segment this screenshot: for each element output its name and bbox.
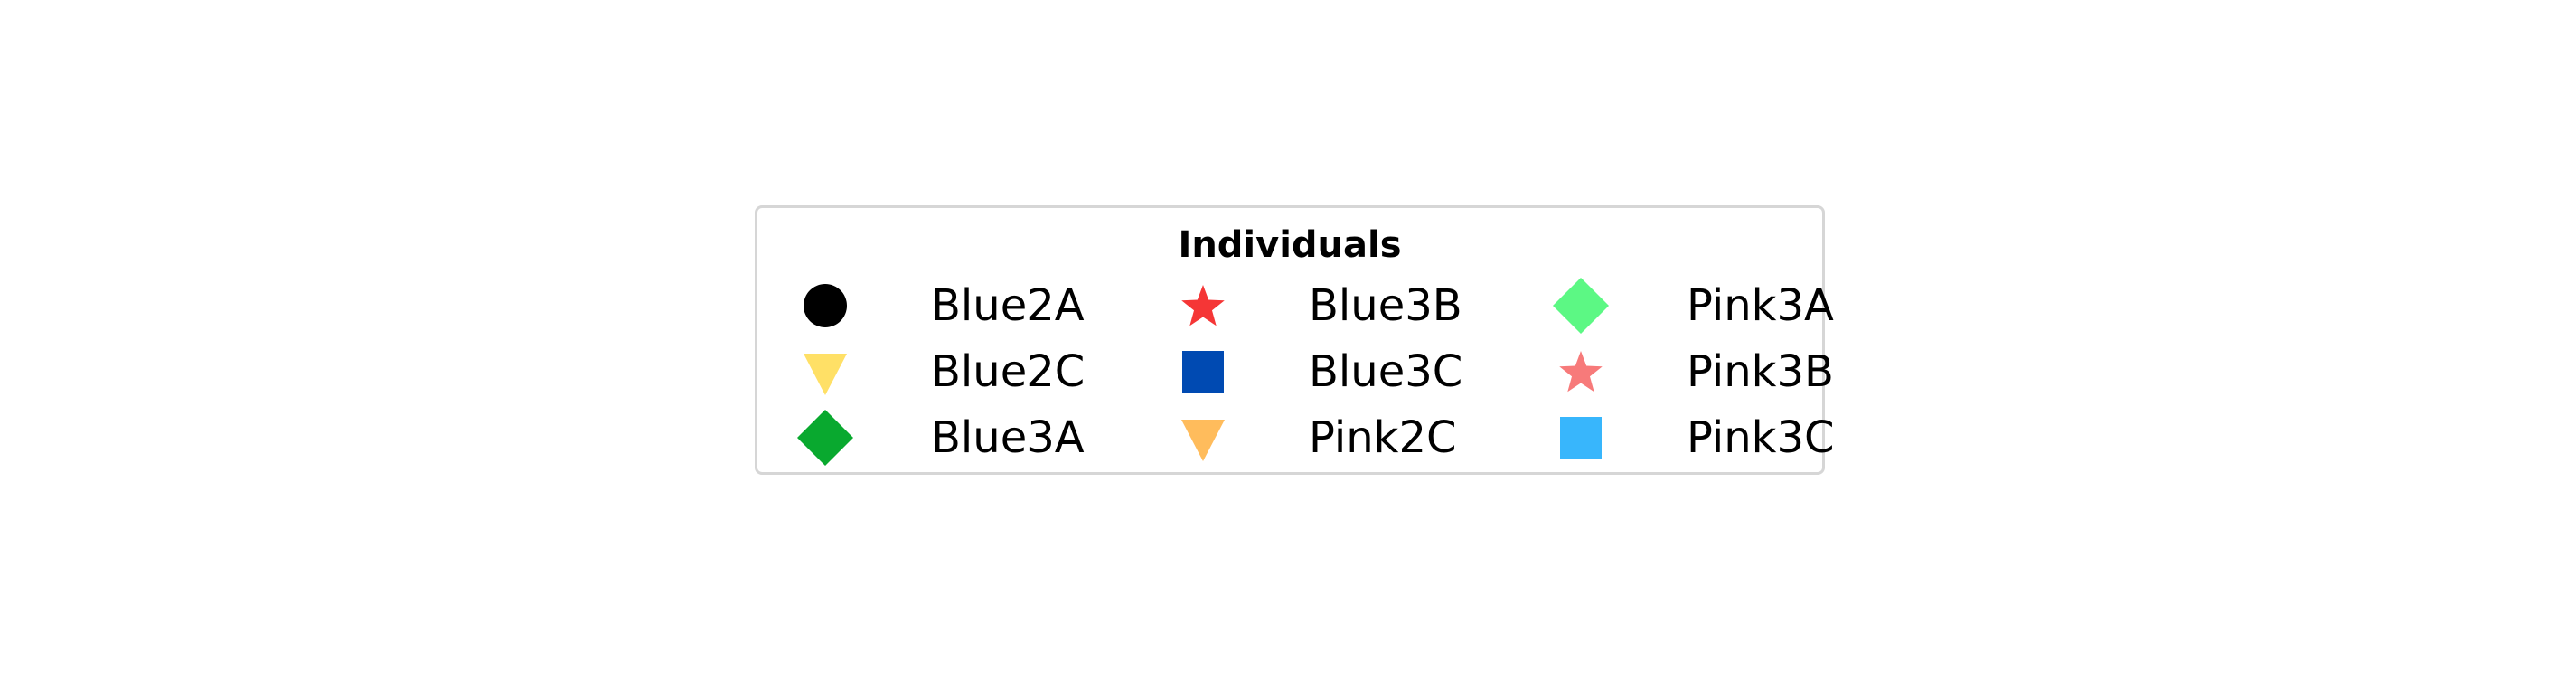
legend-entry-pink3b: Pink3B <box>1545 339 1924 405</box>
legend-marker-diamond-pink3a <box>1553 278 1609 334</box>
star-icon <box>1559 351 1603 393</box>
legend-marker-triangle-down-pink2c <box>1181 420 1225 461</box>
legend-label-pink2c: Pink2C <box>1309 412 1457 463</box>
legend-label-blue3b: Blue3B <box>1309 280 1462 331</box>
legend-label-pink3b: Pink3B <box>1687 346 1834 397</box>
legend-label-blue3c: Blue3C <box>1309 346 1463 397</box>
legend-marker-triangle-down-blue2c <box>804 354 847 395</box>
legend-entry-blue3c: Blue3C <box>1167 339 1547 405</box>
legend-entry-blue2c: Blue2C <box>789 339 1169 405</box>
legend-label-blue2a: Blue2A <box>931 280 1085 331</box>
triangle-down-icon <box>804 354 847 395</box>
legend-entry-blue3b: Blue3B <box>1167 273 1547 339</box>
legend-marker-square-blue3c <box>1182 351 1224 393</box>
legend-marker-star-pink3b <box>1559 351 1603 393</box>
circle-icon <box>804 284 847 327</box>
legend-label-blue2c: Blue2C <box>931 346 1086 397</box>
legend-label-blue3a: Blue3A <box>931 412 1085 463</box>
legend-box: Individuals Blue2A Blue2C Blue3A Blue3B Blue… <box>755 205 1835 475</box>
legend-marker-diamond-blue3a <box>797 410 853 466</box>
legend-marker-square-pink3c <box>1560 417 1602 459</box>
diamond-icon <box>1553 278 1609 334</box>
triangle-down-icon <box>1181 420 1225 461</box>
legend-entry-pink3a: Pink3A <box>1545 273 1924 339</box>
diamond-icon <box>797 410 853 466</box>
legend-marker-star-blue3b <box>1181 285 1225 326</box>
legend-marker-circle-blue2a <box>804 284 847 327</box>
square-icon <box>1560 417 1602 459</box>
legend-entry-blue3a: Blue3A <box>789 405 1169 471</box>
legend-title: Individuals <box>1178 224 1402 266</box>
legend-label-pink3a: Pink3A <box>1687 280 1834 331</box>
legend-label-pink3c: Pink3C <box>1687 412 1835 463</box>
legend-entry-blue2a: Blue2A <box>789 273 1169 339</box>
legend-entry-pink3c: Pink3C <box>1545 405 1924 471</box>
square-icon <box>1182 351 1224 393</box>
legend-entry-pink2c: Pink2C <box>1167 405 1547 471</box>
star-icon <box>1181 285 1225 326</box>
